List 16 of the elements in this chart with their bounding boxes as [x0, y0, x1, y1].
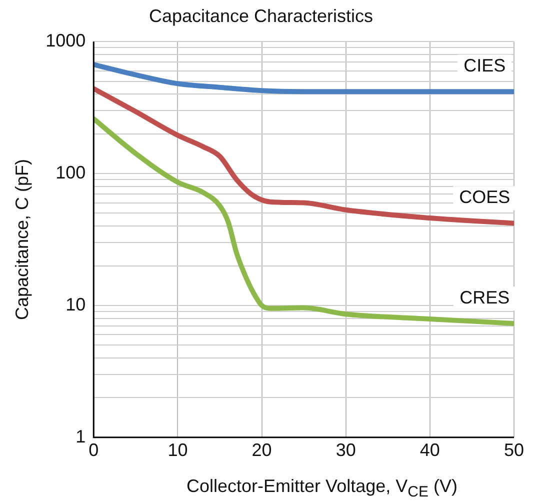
- x-tick-label: 50: [504, 440, 524, 460]
- y-axis-title: Capacitance, C (pF): [12, 158, 32, 320]
- series-label: CRES: [460, 287, 510, 308]
- series-label: COES: [459, 187, 510, 208]
- y-tick-label: 100: [56, 162, 86, 182]
- x-tick-label: 30: [336, 440, 356, 460]
- x-tick-label: 10: [168, 440, 188, 460]
- x-tick-label: 0: [88, 440, 99, 460]
- series-label: CIES: [464, 56, 506, 76]
- chart-title: Capacitance Characteristics: [148, 6, 374, 26]
- x-tick-label: 40: [420, 440, 440, 460]
- x-axis-title: Collector-Emitter Voltage, V$_{CE}$ (V): [186, 476, 458, 501]
- y-tick-label: 1: [76, 426, 86, 446]
- y-tick-label: 1000: [46, 30, 86, 51]
- y-tick-label: 10: [66, 294, 86, 314]
- x-tick-label: 20: [252, 440, 272, 460]
